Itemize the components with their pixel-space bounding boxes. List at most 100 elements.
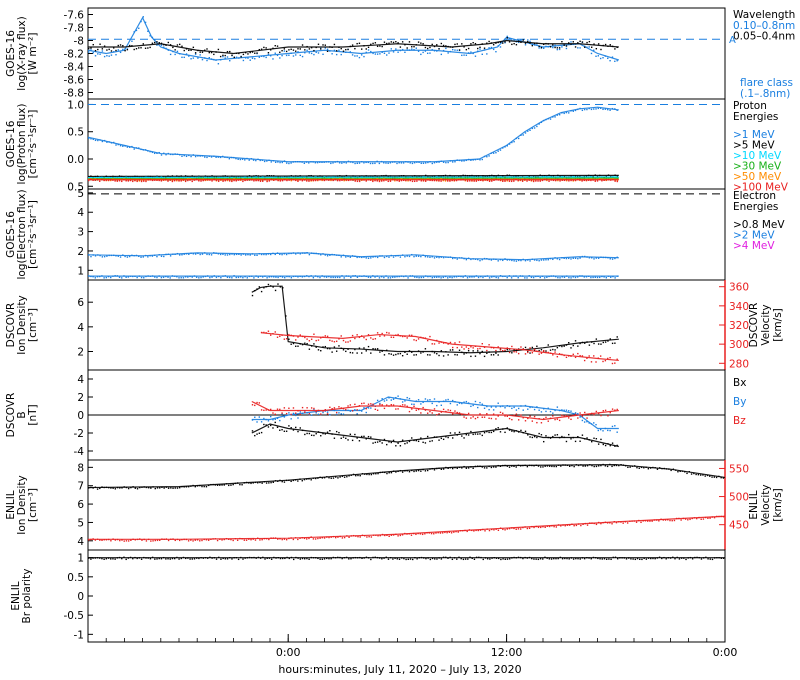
data-point — [210, 51, 213, 54]
data-point — [321, 536, 324, 539]
data-point — [222, 175, 224, 177]
data-point — [306, 478, 308, 480]
data-point — [285, 337, 288, 340]
y-tick-label: 0 — [77, 591, 84, 603]
data-point — [281, 276, 284, 278]
data-point — [616, 59, 618, 62]
data-point — [643, 557, 645, 560]
data-point — [398, 180, 400, 182]
data-point — [281, 428, 283, 431]
data-point — [379, 403, 381, 406]
data-point — [273, 175, 275, 177]
data-point — [563, 178, 566, 180]
data-point — [268, 175, 271, 177]
data-point — [450, 532, 453, 534]
data-point — [389, 557, 392, 559]
data-point — [363, 557, 365, 559]
data-point — [397, 442, 399, 444]
data-point — [339, 556, 341, 559]
data-point — [276, 426, 279, 429]
data-point — [367, 334, 370, 336]
data-point — [451, 179, 453, 182]
data-point — [499, 527, 502, 529]
data-point — [522, 526, 524, 529]
data-point — [260, 48, 263, 50]
data-point — [277, 556, 279, 559]
data-point — [433, 50, 436, 52]
data-point — [135, 254, 138, 257]
data-point — [128, 44, 131, 47]
data-point — [96, 538, 99, 540]
data-point — [257, 556, 260, 559]
data-point — [401, 404, 404, 406]
data-point — [609, 258, 611, 260]
data-point — [590, 361, 593, 363]
data-point — [133, 31, 135, 33]
data-point — [222, 275, 224, 277]
data-point — [255, 176, 257, 178]
data-point — [229, 59, 231, 62]
data-point — [173, 275, 176, 277]
data-point — [590, 108, 593, 111]
data-point — [490, 417, 493, 420]
data-point — [122, 254, 124, 256]
series-electron-0 — [87, 252, 619, 262]
data-point — [521, 180, 524, 182]
data-point — [422, 406, 424, 409]
data-point — [713, 476, 716, 478]
data-point — [335, 411, 338, 414]
data-point — [358, 336, 361, 339]
data-point — [162, 179, 165, 181]
data-point — [584, 438, 586, 440]
data-point — [158, 151, 160, 154]
data-point — [458, 179, 460, 181]
data-point — [464, 275, 467, 277]
data-point — [264, 178, 266, 181]
data-point — [566, 524, 569, 526]
data-point — [167, 180, 169, 182]
data-point — [422, 43, 424, 45]
data-point — [107, 486, 110, 489]
data-point — [565, 179, 568, 182]
data-point — [191, 276, 193, 278]
data-point — [528, 175, 530, 178]
data-point — [722, 557, 725, 559]
data-point — [323, 558, 326, 560]
data-point — [338, 406, 340, 408]
data-point — [138, 180, 141, 182]
data-point — [461, 54, 463, 57]
data-point — [564, 525, 566, 527]
data-point — [517, 175, 519, 177]
data-point — [600, 522, 602, 525]
data-point — [211, 175, 213, 177]
data-point — [259, 539, 261, 541]
data-point — [563, 179, 566, 182]
data-point — [449, 349, 452, 351]
left-axis-title-line: [cm⁻³] — [27, 308, 39, 342]
data-point — [333, 49, 336, 52]
data-point — [189, 558, 191, 560]
data-point — [342, 50, 345, 52]
data-point — [233, 179, 235, 182]
data-point — [125, 486, 128, 489]
data-point — [379, 534, 381, 537]
data-point — [603, 558, 606, 560]
data-point — [483, 431, 486, 434]
data-point — [411, 334, 413, 337]
data-point — [147, 30, 149, 32]
y-tick-label: 4 — [77, 207, 84, 219]
data-point — [472, 350, 474, 352]
data-point — [349, 51, 352, 53]
data-point — [257, 276, 260, 278]
data-point — [502, 558, 504, 560]
data-point — [482, 276, 484, 279]
data-point — [484, 275, 486, 278]
data-point — [586, 417, 588, 419]
data-point — [392, 558, 394, 560]
data-point — [308, 537, 310, 540]
data-point — [490, 406, 493, 408]
data-point — [515, 137, 518, 140]
data-point — [145, 486, 148, 489]
data-point — [345, 437, 347, 440]
data-point — [330, 477, 332, 479]
